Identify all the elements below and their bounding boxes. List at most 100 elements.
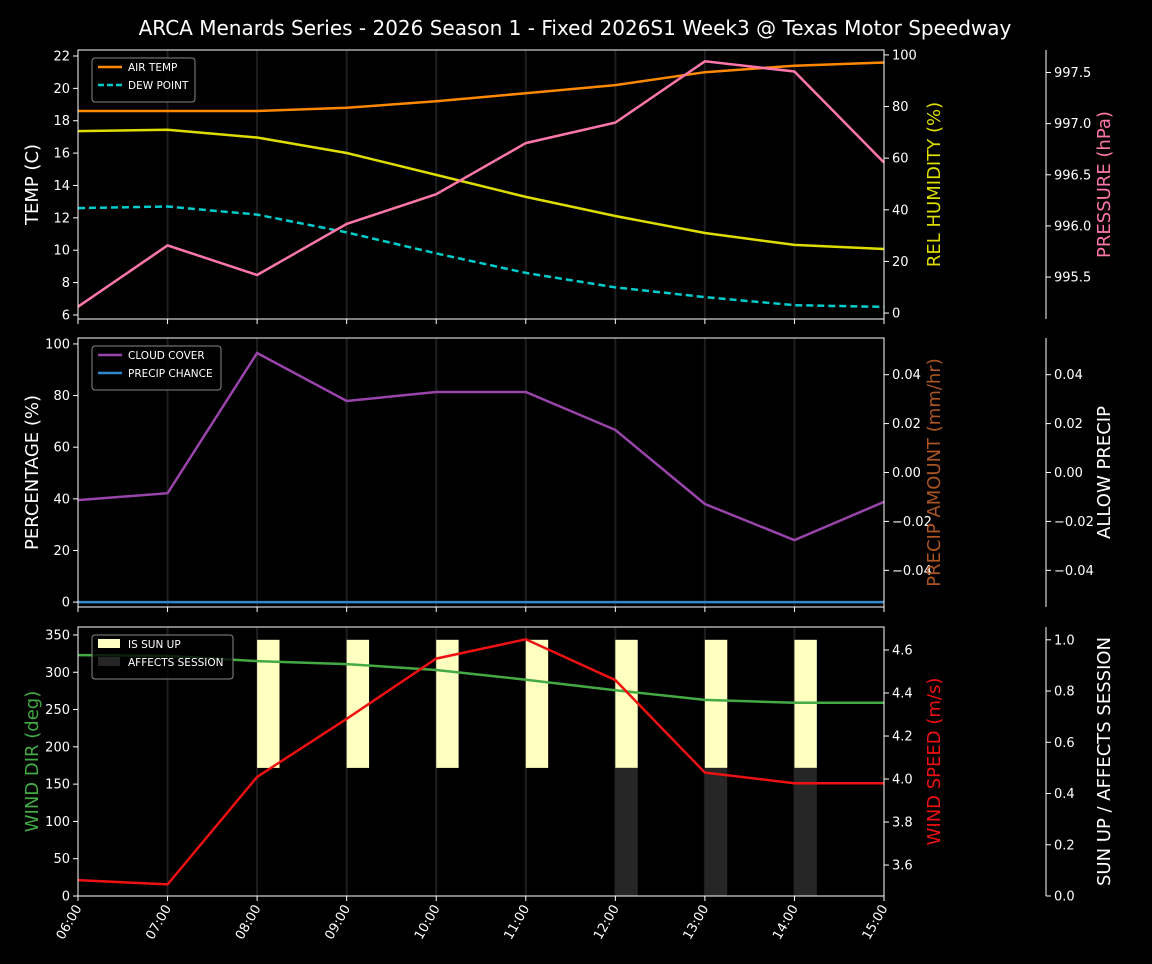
right-tick-label: −0.02 [892,515,932,530]
left-tick-label: 100 [45,815,70,830]
left-axis-label: TEMP (C) [22,144,43,226]
left-tick-label: 100 [45,337,70,352]
right-tick-label: 100 [892,48,917,63]
right-tick-label: 3.6 [892,859,913,874]
series-line-right2 [77,60,885,308]
left-tick-label: 250 [45,703,70,718]
right-tick-label: 80 [892,100,909,115]
left-tick-label: 14 [53,179,70,194]
right-tick-label: 0 [892,307,900,322]
sun-up-bar [257,639,280,768]
left-tick-label: 350 [45,628,70,643]
x-tick-label: 09:00 [322,903,354,943]
left-tick-label: 50 [53,852,70,867]
right2-axis-label: ALLOW PRECIP [1094,406,1115,539]
legend: AIR TEMP DEW POINT [91,57,196,103]
legend: IS SUN UP AFFECTS SESSION [91,634,234,680]
right2-axis-label: SUN UP / AFFECTS SESSION [1094,637,1115,886]
sun-up-bar [525,639,549,768]
right2-tick-label: 995.5 [1054,271,1091,286]
legend-label: DEW POINT [128,80,189,92]
plot-frame [77,49,885,320]
legend-label: AFFECTS SESSION [128,657,224,669]
right2-tick-label: 0.8 [1054,685,1075,700]
left-tick-label: 16 [53,147,70,162]
right2-tick-label: 0.4 [1054,787,1075,802]
x-tick-label: 14:00 [770,903,802,943]
x-tick-label: 15:00 [860,903,892,943]
right-axis-label: WIND SPEED (m/s) [924,678,945,846]
plot-area [78,50,884,319]
left-tick-label: 40 [53,492,70,507]
right-tick-label: 40 [892,203,909,218]
right-tick-label: −0.04 [892,564,932,579]
legend-box [91,57,196,103]
legend-swatch [98,639,120,648]
right-tick-label: 0.00 [892,466,921,481]
right-axis-label: REL HUMIDITY (%) [924,102,945,267]
sun-up-bar [704,639,728,768]
series-line-right [77,128,885,251]
right2-tick-label: −0.02 [1054,515,1094,530]
panel-3: 0 50 100 150 200 250 300 350 WIND DIR (deg) 3.6 3.… [22,626,1115,943]
left-tick-label: 18 [53,114,70,129]
right2-tick-label: 0.2 [1054,838,1075,853]
left-tick-label: 20 [53,82,70,97]
right-tick-label: 4.2 [892,730,913,745]
right2-tick-label: −0.04 [1054,564,1094,579]
right2-axis-label: PRESSURE (hPa) [1094,111,1115,258]
right2-tick-label: 997.5 [1054,66,1091,81]
x-tick-label: 10:00 [412,903,444,943]
left-tick-label: 8 [62,276,70,291]
legend: CLOUD COVER PRECIP CHANCE [91,345,222,391]
affects-session-bar [615,767,638,896]
right2-tick-label: 1.0 [1054,633,1075,648]
x-tick-label: 13:00 [681,903,713,943]
right2-tick-label: 0.02 [1054,417,1083,432]
right-axis-label: PRECIP AMOUNT (mm/hr) [924,358,945,587]
x-tick-label: 12:00 [591,903,623,943]
left-axis-label: WIND DIR (deg) [22,691,43,833]
right-tick-label: 60 [892,152,909,167]
panel-2: 0 20 40 60 80 100 PERCENTAGE (%) −0.04 −0.02 0.00… [22,337,1115,612]
right2-tick-label: 0.0 [1054,890,1075,905]
affects-session-bar [704,767,728,896]
x-tick-label: 06:00 [54,903,86,943]
sun-up-bar [615,639,638,768]
left-tick-label: 60 [53,441,70,456]
right-tick-label: 20 [892,255,909,270]
left-tick-label: 0 [62,890,70,905]
left-tick-label: 22 [53,49,70,64]
right-tick-label: 4.6 [892,644,913,659]
legend-label: CLOUD COVER [128,350,205,362]
right2-tick-label: 0.04 [1054,368,1083,383]
right-tick-label: 0.04 [892,368,921,383]
left-tick-label: 80 [53,389,70,404]
right2-tick-label: 996.0 [1054,219,1091,234]
right2-tick-label: 997.0 [1054,117,1091,132]
right-tick-label: 4.4 [892,687,913,702]
x-tick-label: 08:00 [233,903,265,943]
right-tick-label: 3.8 [892,816,913,831]
left-tick-label: 10 [53,244,70,259]
legend-label: PRECIP CHANCE [128,368,213,380]
legend-box [91,345,222,391]
left-tick-label: 200 [45,740,70,755]
left-axis-label: PERCENTAGE (%) [22,395,43,550]
chart-title: ARCA Menards Series - 2026 Season 1 - Fi… [139,16,1012,40]
series-line-right [77,637,884,886]
left-tick-label: 0 [62,596,70,611]
right-tick-label: 4.0 [892,773,913,788]
panel-1: 6 8 10 12 14 16 18 20 22 TEMP (C) 0 20 40 60 80 100 REL … [22,48,1115,324]
right-tick-label: 0.02 [892,417,921,432]
left-tick-label: 20 [53,544,70,559]
series-line-air-temp [78,61,885,113]
sun-up-bar [346,639,370,768]
legend-label: AIR TEMP [128,62,177,74]
right2-tick-label: 0.6 [1054,736,1075,751]
left-tick-label: 150 [45,778,70,793]
left-tick-label: 300 [45,666,70,681]
left-tick-label: 12 [53,211,70,226]
series-line-dew-point [77,205,885,309]
